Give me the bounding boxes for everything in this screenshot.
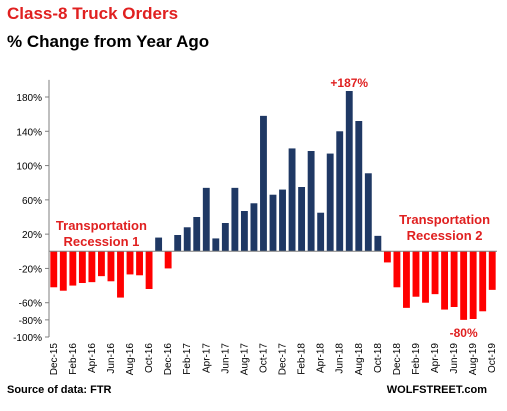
brand-label: WOLFSTREET.com <box>386 384 487 396</box>
bar <box>412 251 420 297</box>
bar <box>164 251 172 269</box>
bar <box>174 235 182 252</box>
bar <box>460 251 468 320</box>
y-tick-label: 20% <box>22 230 42 241</box>
bar <box>269 194 277 252</box>
x-tick-label: Jun-18 <box>335 343 346 374</box>
bar <box>155 237 163 252</box>
bar <box>221 223 229 252</box>
bar <box>298 187 306 252</box>
bar <box>345 91 353 252</box>
x-tick-label: Feb-16 <box>68 343 79 375</box>
bar <box>107 251 115 282</box>
x-tick-label: Apr-16 <box>87 343 98 373</box>
value-annotation: -80% <box>450 326 478 340</box>
y-tick-label: -100% <box>13 333 42 344</box>
recession-annotation: Transportation Recession 2 <box>399 212 490 243</box>
bar <box>231 187 239 252</box>
x-tick-label: Oct-16 <box>144 343 155 373</box>
x-tick-label: Dec-15 <box>49 343 60 376</box>
bar <box>240 211 248 252</box>
x-tick-label: Apr-17 <box>201 343 212 373</box>
y-tick-label: 100% <box>16 162 42 173</box>
x-tick-label: Oct-17 <box>258 343 269 373</box>
chart-subtitle: % Change from Year Ago <box>7 32 210 51</box>
bar <box>450 251 458 307</box>
x-tick-label: Dec-18 <box>392 343 403 376</box>
y-tick-label: -20% <box>19 264 42 275</box>
source-note: Source of data: FTR <box>7 384 112 396</box>
bar <box>260 115 267 252</box>
bar <box>469 251 477 319</box>
x-tick-label: Dec-17 <box>278 343 289 376</box>
x-tick-label: Oct-18 <box>373 343 384 373</box>
bar <box>403 251 410 308</box>
x-tick-label: Dec-16 <box>163 343 174 376</box>
x-tick-label: Apr-19 <box>430 343 441 373</box>
bar <box>250 203 258 252</box>
y-tick-label: 60% <box>22 196 42 207</box>
x-tick-label: Oct-19 <box>487 343 498 373</box>
bar <box>326 153 334 252</box>
x-tick-label: Aug-19 <box>468 343 479 376</box>
bar <box>183 227 191 252</box>
bar <box>117 251 124 298</box>
bar <box>431 251 439 295</box>
bar <box>307 151 315 252</box>
bar <box>136 251 143 276</box>
bar <box>212 238 220 252</box>
bar <box>336 131 344 252</box>
x-tick-label: Aug-18 <box>354 343 365 376</box>
bar <box>193 217 201 252</box>
bar <box>383 251 391 263</box>
y-tick-label: 140% <box>16 127 42 138</box>
x-tick-label: Jun-16 <box>106 343 117 374</box>
x-tick-label: Aug-17 <box>239 343 250 376</box>
y-tick-label: -80% <box>19 316 42 327</box>
bar <box>317 212 325 252</box>
bar <box>364 173 372 252</box>
y-tick-label: -60% <box>19 299 42 310</box>
bar <box>355 121 363 252</box>
x-tick-label: Feb-18 <box>297 343 308 375</box>
x-tick-label: Jun-17 <box>220 343 231 374</box>
bar <box>288 148 296 252</box>
recession-annotation: Transportation Recession 1 <box>56 218 147 249</box>
value-annotation: +187% <box>330 76 368 90</box>
bar <box>393 251 401 288</box>
bar <box>145 251 153 289</box>
bar <box>88 251 96 283</box>
bar <box>374 235 382 252</box>
bar <box>97 251 105 277</box>
x-tick-label: Apr-18 <box>316 343 327 373</box>
bar <box>422 251 429 303</box>
bar <box>69 251 77 286</box>
x-tick-label: Aug-16 <box>125 343 136 376</box>
y-tick-label: 180% <box>16 93 42 104</box>
bar <box>279 189 286 252</box>
bar <box>202 187 210 252</box>
bar <box>59 251 67 291</box>
x-tick-label: Feb-19 <box>411 343 422 375</box>
bar <box>479 251 487 312</box>
bar <box>126 251 134 275</box>
chart-title: Class-8 Truck Orders <box>7 4 179 23</box>
x-tick-label: Feb-17 <box>182 343 193 375</box>
bar <box>78 251 86 283</box>
bar <box>441 251 449 310</box>
x-tick-label: Jun-19 <box>449 343 460 374</box>
bar <box>488 251 496 290</box>
bar <box>50 251 58 288</box>
